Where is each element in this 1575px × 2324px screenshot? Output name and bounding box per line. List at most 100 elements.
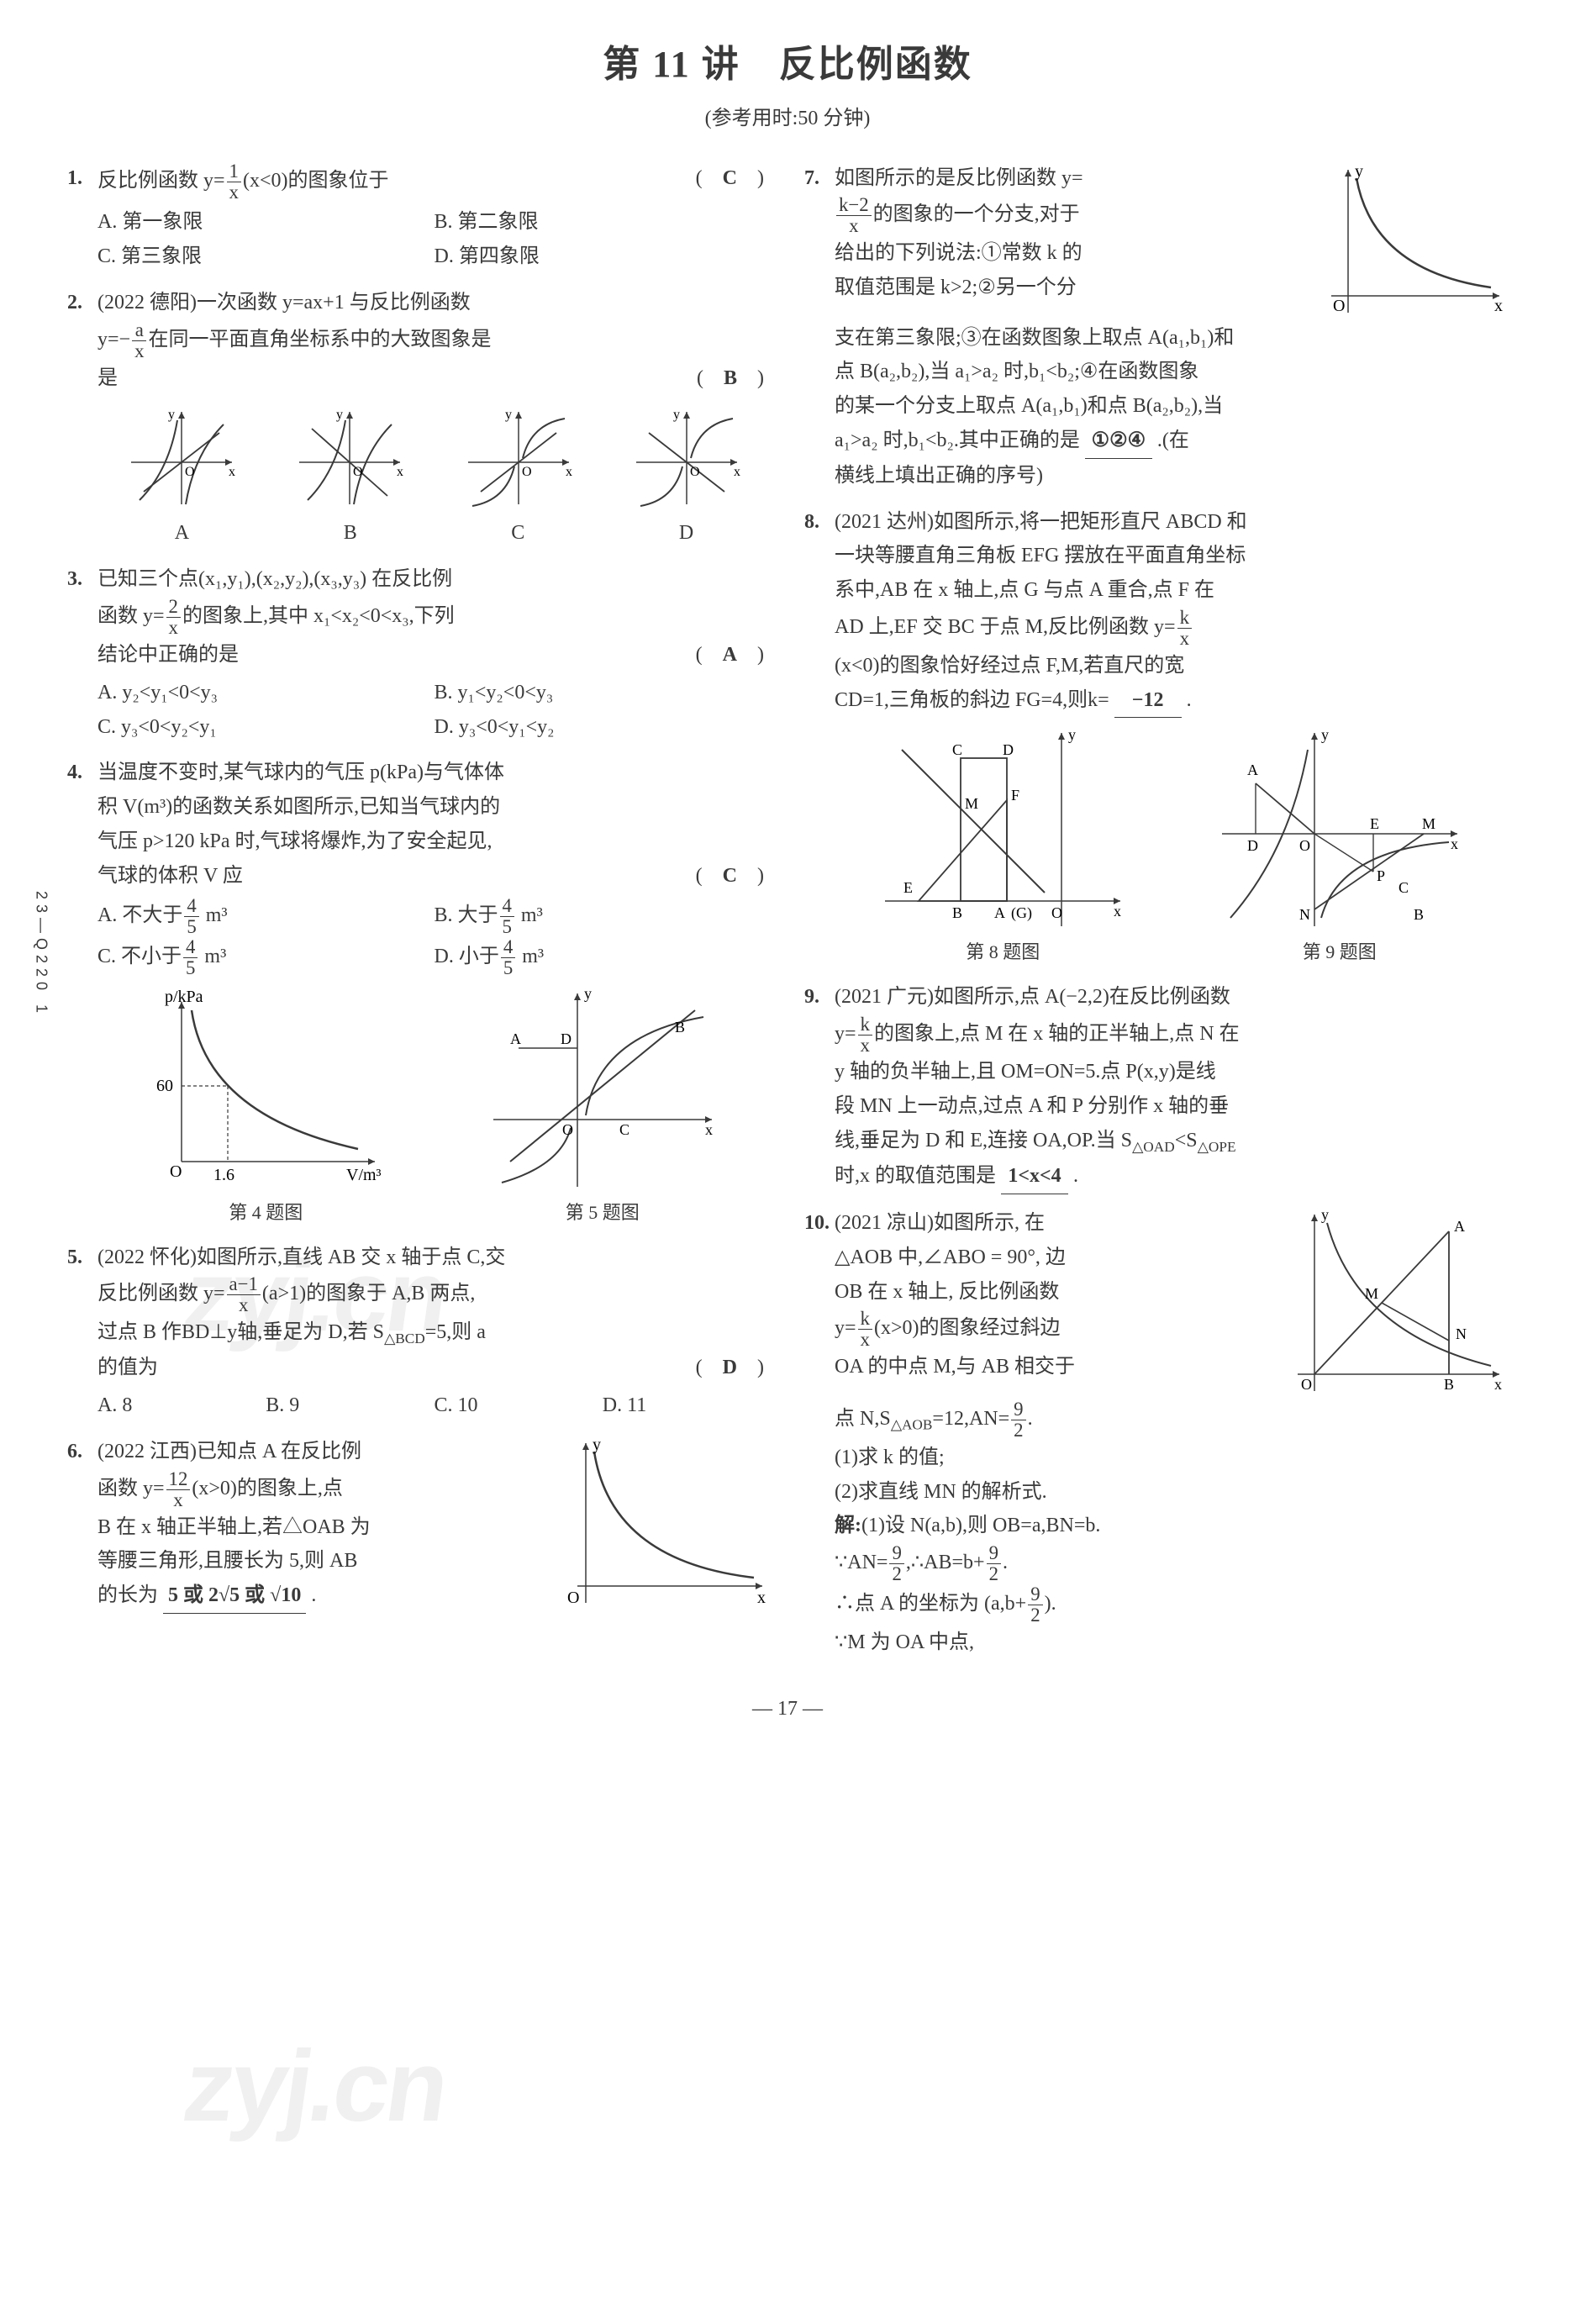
- svg-text:y: y: [1321, 726, 1329, 743]
- p1-answer: ( C ): [696, 161, 764, 196]
- p5-opt-a: A. 8: [97, 1389, 266, 1423]
- p4-opt-b: B. 大于45 m³: [435, 896, 772, 937]
- svg-text:D: D: [1003, 741, 1014, 758]
- p10-frac-d: x: [858, 1330, 872, 1350]
- p4-stem-d: 气球的体积 V 应: [97, 865, 243, 887]
- p10-an-d: 2: [1011, 1420, 1025, 1441]
- p10-sub: △AOB: [891, 1417, 933, 1433]
- p1-ans-letter: C: [723, 167, 737, 189]
- p5-frac-d: x: [227, 1295, 261, 1315]
- fig-10: O x y A M N B: [1289, 1206, 1508, 1399]
- p5-stem-d2: =5,则 a: [425, 1321, 486, 1343]
- p7-frac-n: k−2: [836, 195, 872, 216]
- p8-stem-b: 一块等腰直角三角板 EFG 摆放在平面直角坐标: [835, 539, 1508, 573]
- svg-text:D: D: [1247, 837, 1258, 854]
- p2-stem-a: 一次函数 y=ax+1 与反比例函数: [197, 292, 471, 314]
- p9-sub1: △OAD: [1132, 1139, 1175, 1155]
- p2-label-a: A: [175, 516, 189, 551]
- p10-sol-d: ∵M 为 OA 中点,: [835, 1626, 1508, 1660]
- svg-text:D: D: [561, 1030, 572, 1047]
- svg-text:A: A: [1247, 761, 1258, 778]
- p8-stem-e: (x<0)的图象恰好经过点 F,M,若直尺的宽: [835, 649, 1508, 683]
- p5-ans-letter: D: [723, 1357, 737, 1378]
- p10-frac-n: k: [858, 1309, 872, 1330]
- p9-stem-f: 线,垂足为 D 和 E,连接 OA,OP.当 S: [835, 1130, 1132, 1151]
- p8-stem-c: 系中,AB 在 x 轴上,点 G 与点 A 重合,点 F 在: [835, 573, 1508, 608]
- p8-stem-f: CD=1,三角板的斜边 FG=4,则k=: [835, 689, 1109, 711]
- p10-sol-a: (1)设 N(a,b),则 OB=a,BN=b.: [861, 1515, 1100, 1536]
- p1-opt-b: B. 第二象限: [435, 205, 772, 240]
- svg-text:y: y: [1321, 1206, 1329, 1223]
- svg-text:O: O: [562, 1121, 573, 1138]
- svg-text:x: x: [1451, 835, 1458, 852]
- p2-ans-letter: B: [724, 367, 737, 389]
- p5-stem-a: 如图所示,直线 AB 交 x 轴于点 C,交: [197, 1246, 505, 1268]
- svg-text:C: C: [619, 1121, 629, 1138]
- p4-stem-c: 气压 p>120 kPa 时,气球将爆炸,为了安全起见,: [97, 825, 771, 859]
- p10-sol-b: ∵AN=: [835, 1552, 888, 1573]
- p4-opt-d: D. 小于45 m³: [435, 937, 772, 978]
- watermark-2: zyj.cn: [173, 2000, 457, 2172]
- p5-stem-b: 反比例函数 y=: [97, 1283, 225, 1304]
- p8-stem-g: .: [1187, 689, 1192, 711]
- p3-opt-a: A. y₂<y₁<0<y₃: [97, 676, 435, 710]
- p10-stem-e: (x>0)的图象经过斜边: [874, 1317, 1061, 1339]
- problem-4: 4. 当温度不变时,某气球内的气压 p(kPa)与气体体 积 V(m³)的函数关…: [67, 756, 771, 1228]
- p2-frac-n: a: [132, 320, 146, 341]
- p7-stem-g: 的某一个分支上取点 A(a₁,b₁)和点 B(a₂,b₂),当: [835, 389, 1508, 424]
- svg-text:y: y: [584, 985, 592, 1002]
- svg-text:E: E: [1370, 815, 1379, 832]
- p10-num: 10.: [804, 1206, 830, 1241]
- p1-stem-b: (x<0)的图象位于: [243, 170, 389, 192]
- p6-stem-a: 已知点 A 在反比例: [197, 1441, 361, 1462]
- p7-stem-i: .(在: [1157, 429, 1189, 451]
- problem-10: 10. O x y A M N B (2021 凉山)如图所示, 在 △AOB …: [804, 1206, 1508, 1660]
- fig-4: 60 p/kPa O 1.6 V/m³: [140, 985, 392, 1195]
- p3-frac-d: x: [166, 618, 181, 638]
- svg-text:F: F: [1011, 787, 1019, 804]
- p7-stem-e: 支在第三象限;③在函数图象上取点 A(a₁,b₁)和: [835, 321, 1508, 356]
- p5-stem-c: (a>1)的图象于 A,B 两点,: [262, 1283, 476, 1304]
- p1-frac-n: 1: [227, 161, 241, 182]
- p10-q1: (1)求 k 的值;: [835, 1441, 1508, 1475]
- svg-text:P: P: [1377, 867, 1385, 884]
- page-title: 第 11 讲 反比例函数: [67, 34, 1508, 97]
- fig8-caption: 第 8 题图: [966, 936, 1040, 967]
- svg-text:y: y: [593, 1436, 601, 1454]
- svg-text:A: A: [994, 904, 1005, 921]
- p8-blank: −12: [1114, 683, 1182, 719]
- p3-stem-c: 的图象上,其中 x₁<x₂<0<x₃,下列: [182, 605, 455, 627]
- svg-text:O: O: [185, 465, 195, 479]
- fig-5: O x y A B C D: [477, 985, 729, 1195]
- p7-num: 7.: [804, 161, 819, 196]
- p5-stem-e: 的值为: [97, 1357, 158, 1378]
- svg-text:O: O: [170, 1162, 182, 1181]
- p3-ans-letter: A: [723, 644, 737, 666]
- p1-opt-a: A. 第一象限: [97, 205, 435, 240]
- page-number: — 17 —: [67, 1692, 1508, 1726]
- p9-frac-n: k: [858, 1014, 872, 1036]
- p8-source: (2021 达州): [835, 511, 934, 533]
- p9-stem-c: 的图象上,点 M 在 x 轴的正半轴上,点 N 在: [874, 1023, 1240, 1045]
- p4-answer: ( C ): [696, 859, 764, 893]
- p4-stem-a: 当温度不变时,某气球内的气压 p(kPa)与气体体: [97, 761, 504, 783]
- p10-sol-label: 解:: [835, 1515, 861, 1536]
- p2-graph-a: Oxy: [123, 403, 240, 513]
- p2-frac-d: x: [132, 341, 146, 361]
- p2-source: (2022 德阳): [97, 292, 197, 314]
- p9-stem-h: .: [1073, 1165, 1078, 1187]
- svg-text:x: x: [229, 465, 235, 479]
- problem-6: 6. O x y (2022 江西)已知点 A 在反比例 函数 y=12x(x>…: [67, 1435, 771, 1614]
- p1-opt-c: C. 第三象限: [97, 240, 435, 274]
- svg-text:B: B: [1414, 906, 1424, 923]
- p2-graphs: Oxy Oxy Oxy Oxy: [97, 403, 771, 513]
- p1-opt-d: D. 第四象限: [435, 240, 772, 274]
- svg-text:M: M: [1365, 1285, 1378, 1302]
- p2-answer: ( B ): [697, 361, 764, 396]
- p7-blank: ①②④: [1085, 424, 1152, 459]
- svg-text:A: A: [510, 1030, 521, 1047]
- svg-text:O: O: [567, 1589, 579, 1607]
- p9-stem-g: 时,x 的取值范围是: [835, 1165, 996, 1187]
- svg-text:C: C: [1399, 879, 1409, 896]
- p9-frac-d: x: [858, 1036, 872, 1056]
